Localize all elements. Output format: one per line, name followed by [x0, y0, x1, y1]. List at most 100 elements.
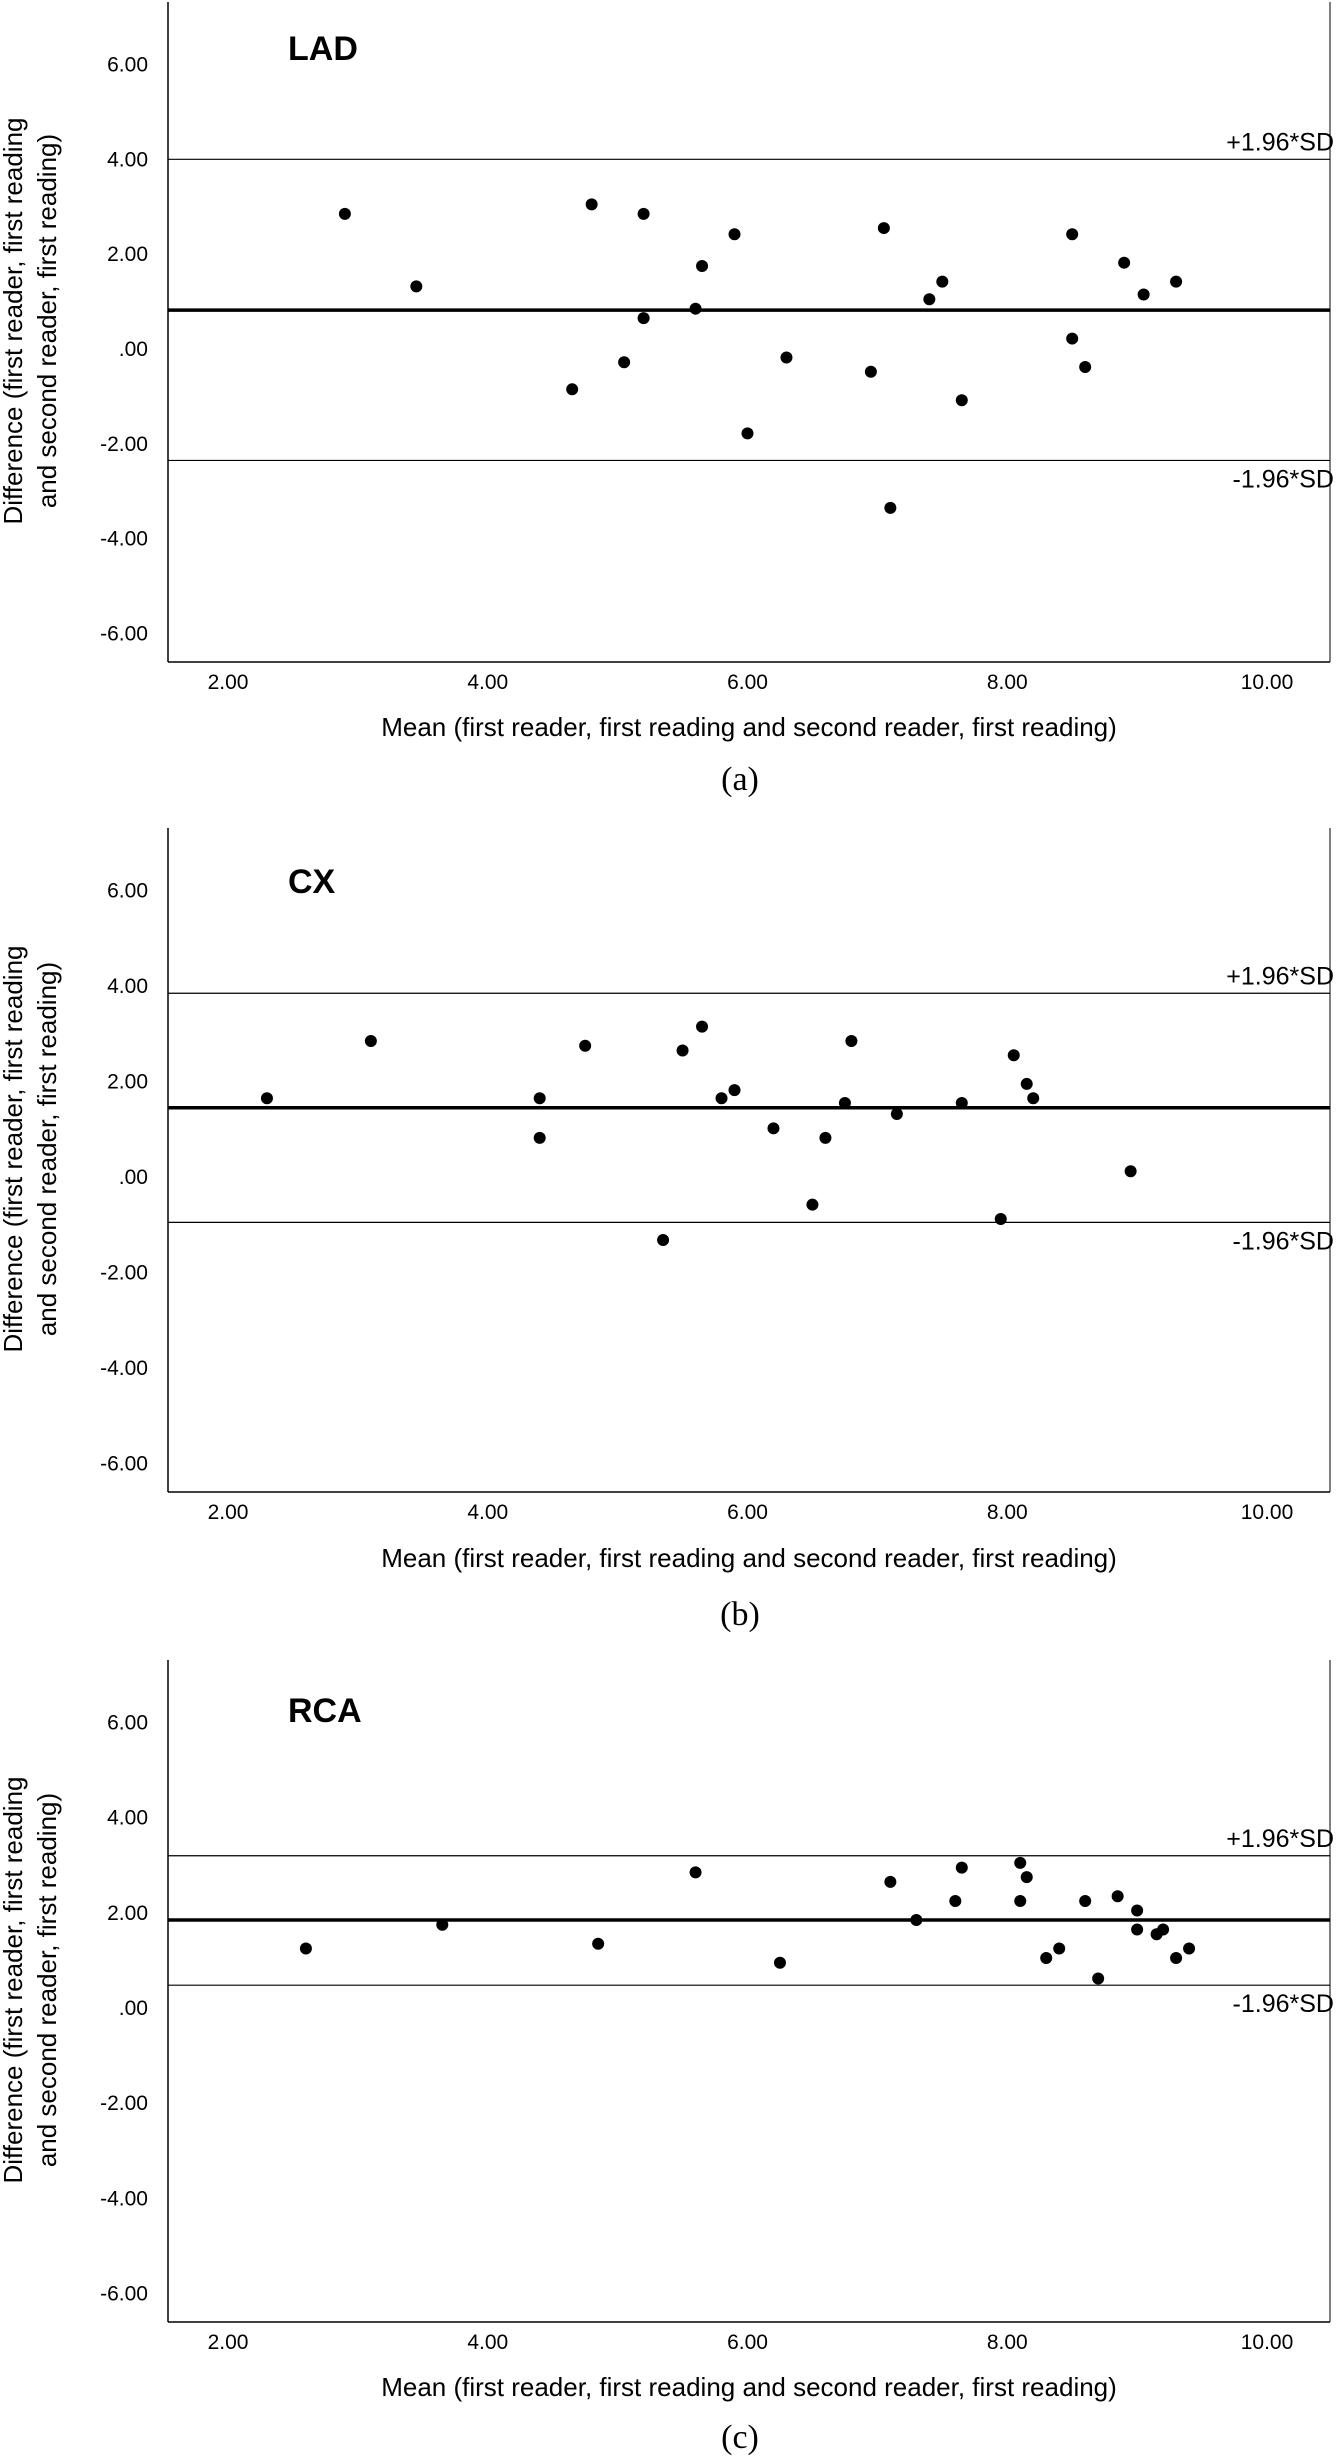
data-point	[741, 427, 754, 440]
data-point	[618, 356, 631, 369]
data-point	[1157, 1923, 1170, 1936]
y-axis-label-line2: and second reader, first reading)	[32, 134, 62, 508]
data-point	[819, 1131, 832, 1144]
y-tick-label: 6.00	[107, 1712, 148, 1735]
lower-loa-label: -1.96*SD	[1233, 1227, 1334, 1255]
data-point	[689, 302, 702, 315]
x-axis-label: Mean (first reader, first reading and se…	[381, 2372, 1117, 2402]
data-point	[728, 228, 741, 241]
y-tick-label: -2.00	[100, 2092, 148, 2115]
data-point	[1111, 1890, 1124, 1903]
data-point	[1118, 256, 1131, 269]
x-axis-label: Mean (first reader, first reading and se…	[381, 1543, 1117, 1573]
y-axis-label-line1: Difference (first reader, first reading	[0, 1776, 28, 2183]
data-point	[585, 198, 598, 211]
data-point	[1170, 275, 1183, 288]
y-tick-label: 2.00	[107, 1902, 148, 1925]
lower-loa-label: -1.96*SD	[1233, 1990, 1334, 2018]
data-point	[936, 275, 949, 288]
x-tick-label: 2.00	[208, 1501, 249, 1524]
data-point	[1131, 1904, 1144, 1917]
y-tick-label: 4.00	[107, 1807, 148, 1830]
data-point	[299, 1942, 312, 1955]
data-point	[838, 1097, 851, 1110]
data-point	[689, 1866, 702, 1879]
x-tick-label: 4.00	[467, 1501, 508, 1524]
data-point	[1092, 1972, 1105, 1985]
x-tick-label: 6.00	[727, 2331, 768, 2354]
y-tick-label: -6.00	[100, 2282, 148, 2305]
data-point	[1170, 1952, 1183, 1965]
data-point	[728, 1084, 741, 1097]
panel-title: LAD	[288, 30, 358, 68]
y-tick-label: -4.00	[100, 1357, 148, 1380]
upper-loa-label: +1.96*SD	[1226, 1825, 1334, 1853]
data-point	[676, 1044, 689, 1057]
x-tick-label: 4.00	[467, 2331, 508, 2354]
panel-title: RCA	[288, 1692, 362, 1730]
y-tick-label: 6.00	[107, 880, 148, 903]
data-point	[806, 1198, 819, 1211]
data-point	[1027, 1092, 1040, 1105]
y-tick-label: 6.00	[107, 53, 148, 76]
x-tick-label: 6.00	[727, 671, 768, 694]
data-point	[955, 1861, 968, 1874]
data-point	[845, 1034, 858, 1047]
y-tick-label: -6.00	[100, 1452, 148, 1475]
y-tick-label: 4.00	[107, 148, 148, 171]
data-point	[1014, 1894, 1027, 1907]
data-point	[1040, 1952, 1053, 1965]
data-point	[637, 207, 650, 220]
data-point	[877, 222, 890, 235]
data-point	[955, 394, 968, 407]
x-tick-label: 2.00	[208, 671, 249, 694]
data-point	[1020, 1077, 1033, 1090]
y-tick-label: -4.00	[100, 528, 148, 551]
data-point	[533, 1092, 546, 1105]
y-tick-label: -4.00	[100, 2187, 148, 2210]
data-point	[1014, 1856, 1027, 1869]
y-axis-label-line1: Difference (first reader, first reading	[0, 945, 28, 1352]
data-point	[994, 1213, 1007, 1225]
y-tick-label: -6.00	[100, 623, 148, 646]
x-tick-label: 10.00	[1241, 2331, 1294, 2354]
data-point	[1066, 228, 1079, 241]
y-axis-label-line2: and second reader, first reading)	[32, 962, 62, 1336]
data-point	[884, 1875, 897, 1888]
data-point	[696, 260, 709, 273]
y-axis-label-line2: and second reader, first reading)	[32, 1793, 62, 2167]
y-tick-label: 2.00	[107, 243, 148, 266]
data-point	[715, 1092, 728, 1105]
y-tick-label: 2.00	[107, 1071, 148, 1094]
y-tick-label: -2.00	[100, 433, 148, 456]
data-point	[864, 365, 877, 378]
panel-caption: (a)	[721, 761, 759, 798]
data-point	[780, 351, 793, 364]
data-point	[923, 293, 936, 306]
data-point	[533, 1131, 546, 1144]
data-point	[410, 280, 423, 293]
upper-loa-label: +1.96*SD	[1226, 128, 1334, 156]
x-axis-label: Mean (first reader, first reading and se…	[381, 712, 1117, 742]
data-point	[884, 501, 897, 514]
data-point	[1137, 288, 1150, 301]
data-point	[592, 1937, 605, 1950]
data-point	[1124, 1165, 1137, 1178]
data-point	[579, 1039, 592, 1052]
x-tick-label: 10.00	[1241, 1501, 1294, 1524]
x-tick-label: 10.00	[1241, 671, 1294, 694]
data-point	[949, 1894, 962, 1907]
data-point	[657, 1234, 670, 1246]
x-tick-label: 8.00	[987, 671, 1028, 694]
x-tick-label: 8.00	[987, 2331, 1028, 2354]
x-tick-label: 6.00	[727, 1501, 768, 1524]
data-point	[1079, 1894, 1092, 1907]
data-point	[1066, 332, 1079, 345]
y-tick-label: -2.00	[100, 1261, 148, 1284]
data-point	[1007, 1049, 1020, 1062]
data-point	[910, 1913, 923, 1926]
data-point	[890, 1108, 903, 1120]
data-point	[1053, 1942, 1066, 1955]
panel-title: CX	[288, 863, 336, 901]
